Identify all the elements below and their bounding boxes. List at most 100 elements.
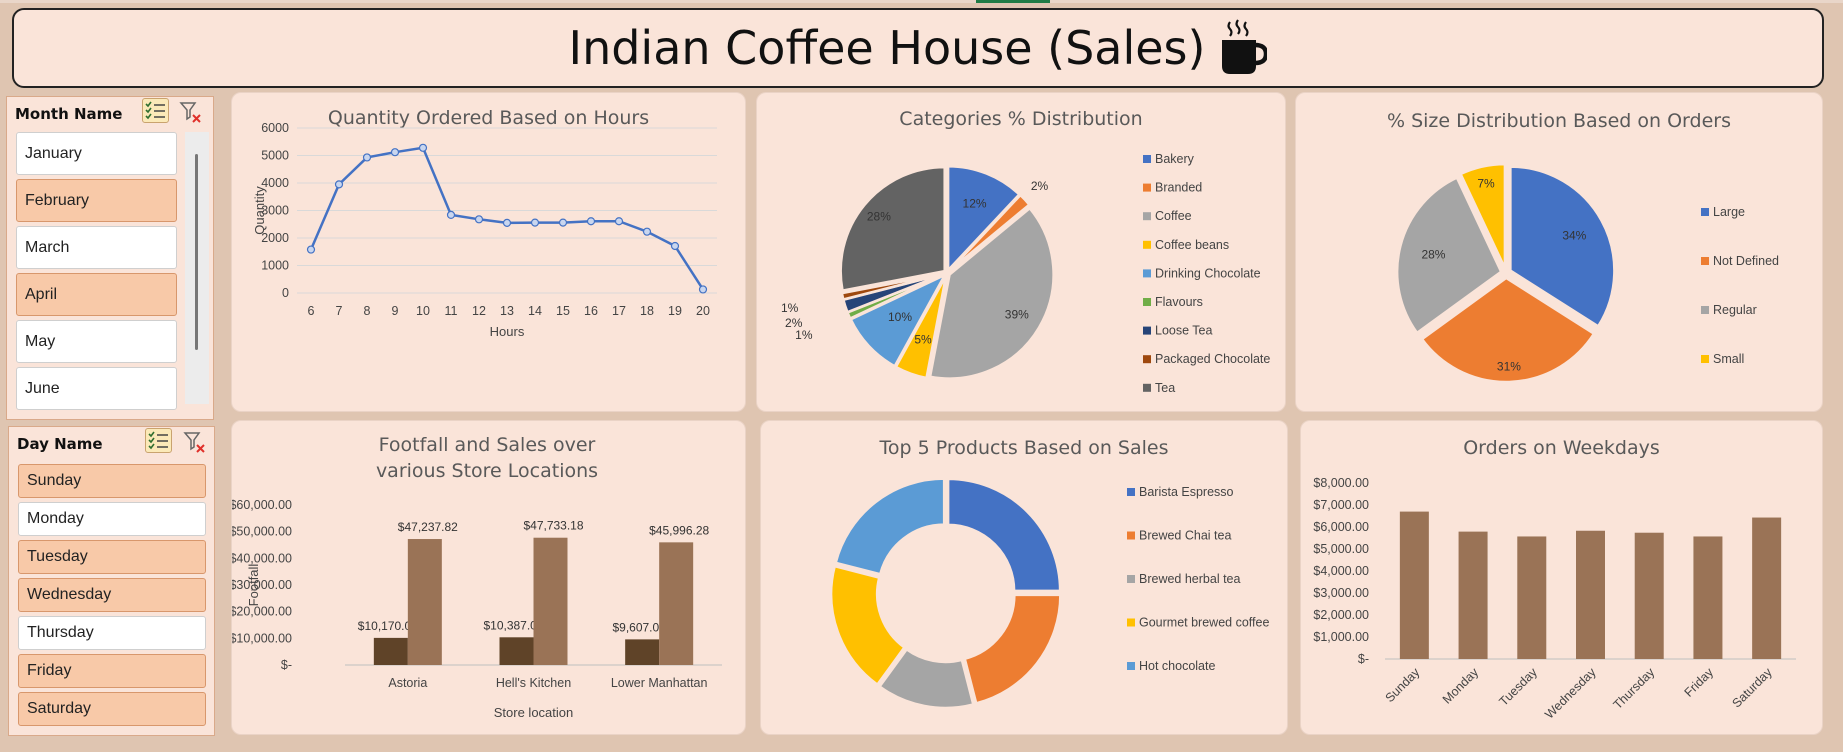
hours-line-chart: 0 1000 2000 3000 4000 5000 6000 6 7 8 9 10 11 12 13 14 1… (252, 121, 717, 339)
legend-label: Branded (1155, 181, 1202, 195)
legend-label: Coffee (1155, 209, 1192, 223)
y-tick-label: $30,000.00 (232, 578, 292, 592)
y-tick-label: $3,000.00 (1313, 586, 1369, 600)
legend-swatch (1143, 326, 1151, 335)
legend-swatch (1143, 269, 1151, 278)
clear-filter-icon (179, 102, 201, 123)
y-tick-label: 5000 (261, 149, 289, 163)
y-tick-label: $2,000.00 (1313, 608, 1369, 622)
legend-label: Flavours (1155, 295, 1203, 309)
pie-slice (829, 564, 907, 687)
stores-chart-panel[interactable]: Footfall and Sales over various Store Lo… (231, 420, 746, 735)
pie-slice (1509, 165, 1616, 329)
data-point (698, 285, 708, 294)
month-item-label: March (25, 238, 70, 256)
day-item-thursday[interactable]: Thursday (18, 616, 206, 650)
legend-swatch (1143, 183, 1151, 192)
y-tick-label: $50,000.00 (232, 525, 292, 539)
slice-value-label: 31% (1497, 360, 1521, 374)
chart-title: Quantity Ordered Based on Hours (327, 107, 650, 129)
legend-swatch (1127, 662, 1135, 670)
pie-slice (1458, 162, 1507, 269)
legend-label: Large (1713, 205, 1745, 219)
legend-label: Tea (1155, 381, 1175, 395)
data-point (334, 180, 344, 189)
day-item-friday[interactable]: Friday (18, 654, 206, 688)
ribbon-strip (0, 0, 1843, 3)
legend-label: Brewed herbal tea (1139, 572, 1241, 586)
pie-slice (948, 193, 1032, 272)
month-item-january[interactable]: January (16, 132, 177, 175)
y-tick-label: $10,000.00 (232, 631, 292, 645)
x-tick-label: 19 (668, 304, 682, 318)
y-tick-label: $6,000.00 (1313, 520, 1369, 534)
chart-title: Top 5 Products Based on Sales (879, 437, 1169, 459)
legend-swatch (1127, 575, 1135, 583)
day-item-label: Wednesday (27, 586, 112, 603)
active-tab-indicator (976, 0, 1050, 3)
clear-filter-button[interactable] (183, 430, 207, 454)
pie-slice (839, 165, 946, 293)
hours-chart-panel[interactable]: Quantity Ordered Based on Hours 0 1000 200… (231, 92, 746, 412)
slice-value-label: 2% (785, 316, 803, 330)
categories-chart-panel[interactable]: Categories % Distribution 12% 2% 39% 5% 10% 1… (756, 92, 1286, 412)
legend-label: Bakery (1155, 152, 1195, 166)
legend-label: Gourmet brewed coffee (1139, 616, 1269, 630)
scrollbar-thumb[interactable] (195, 154, 198, 350)
x-tick-label: Wednesday (1542, 665, 1599, 722)
pie-slice (840, 272, 945, 302)
x-tick-label: 9 (392, 304, 399, 318)
dashboard-title: Indian Coffee House (Sales) (568, 21, 1206, 75)
clear-filter-button[interactable] (179, 100, 203, 124)
bar (659, 542, 694, 665)
month-slicer-scrollbar[interactable] (185, 132, 209, 404)
day-slicer: Day Name Sunday Monday Tuesday Wednesday… (8, 426, 215, 736)
month-item-march[interactable]: March (16, 226, 177, 269)
data-point (642, 227, 652, 236)
multi-select-button[interactable] (145, 428, 172, 453)
legend-swatch (1143, 383, 1151, 392)
data-point (586, 217, 596, 226)
bar (1576, 530, 1605, 659)
y-tick-label: $5,000.00 (1313, 542, 1369, 556)
day-item-saturday[interactable]: Saturday (18, 692, 206, 726)
y-tick-label: $8,000.00 (1313, 476, 1369, 490)
day-item-label: Sunday (27, 472, 82, 489)
data-point (306, 245, 316, 254)
month-slicer: Month Name January February March April … (6, 96, 214, 420)
bar-value-label: $9,607.00 (612, 620, 666, 634)
legend-swatch (1143, 240, 1151, 249)
data-point (390, 148, 400, 157)
weekdays-bar-chart: $- $1,000.00 $2,000.00 $3,000.00 $4,000.00 $5… (1313, 476, 1796, 722)
month-item-june[interactable]: June (16, 367, 177, 410)
legend-swatch (1143, 155, 1151, 163)
legend-label: Regular (1713, 303, 1757, 317)
weekdays-chart-panel[interactable]: Orders on Weekdays $- $1,000.00 $2,000.00 $… (1300, 420, 1823, 735)
day-slicer-title: Day Name (17, 435, 103, 453)
month-item-february[interactable]: February (16, 179, 177, 222)
day-item-wednesday[interactable]: Wednesday (18, 578, 206, 612)
slice-value-label: 5% (914, 333, 932, 347)
y-tick-label: $60,000.00 (232, 498, 292, 512)
day-item-sunday[interactable]: Sunday (18, 464, 206, 498)
month-item-april[interactable]: April (16, 273, 177, 316)
x-tick-label: 17 (612, 304, 626, 318)
products-chart-panel[interactable]: Top 5 Products Based on Sales Barista Es… (760, 420, 1288, 735)
y-axis-title: Footfall (246, 564, 261, 607)
legend-label: Drinking Chocolate (1155, 266, 1261, 280)
day-item-tuesday[interactable]: Tuesday (18, 540, 206, 574)
bar (1634, 532, 1664, 659)
day-item-monday[interactable]: Monday (18, 502, 206, 536)
bar (1752, 517, 1782, 659)
y-tick-label: $4,000.00 (1313, 564, 1369, 578)
legend-swatch (1143, 355, 1151, 364)
data-point (614, 217, 624, 226)
month-item-may[interactable]: May (16, 320, 177, 363)
multi-select-button[interactable] (142, 98, 169, 123)
x-tick-label: 11 (445, 304, 458, 318)
x-tick-label: 16 (584, 304, 598, 318)
bar (1458, 531, 1488, 659)
y-tick-label: $40,000.00 (232, 551, 292, 565)
y-tick-label: 4000 (261, 176, 289, 190)
sizes-chart-panel[interactable]: % Size Distribution Based on Orders 34% 3… (1295, 92, 1823, 412)
